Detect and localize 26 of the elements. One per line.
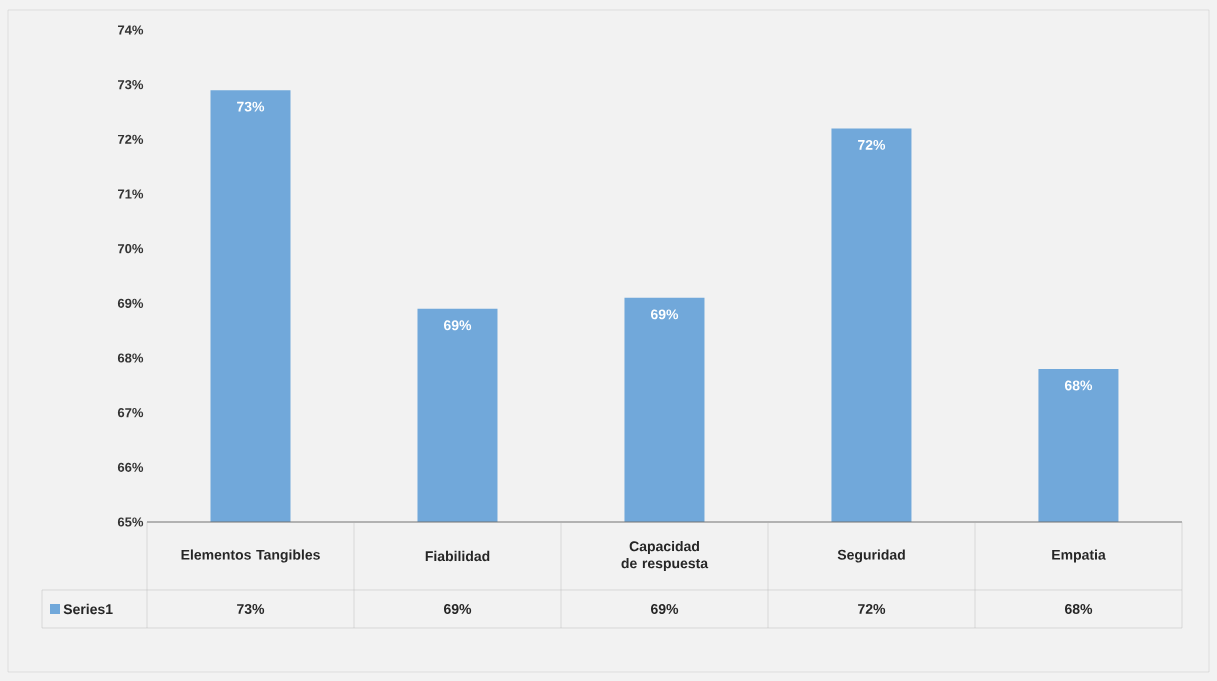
x-tick-label: Empatia [1052,549,1106,563]
y-tick-label: 74% [118,25,144,35]
y-tick-label: 73% [118,80,144,90]
data-label: 68% [1065,604,1093,614]
data-label: 69% [651,604,679,614]
legend-label: Series1 [63,603,113,615]
x-tick-label: Capacidad de respuesta [621,540,709,572]
x-tick-label: Seguridad [837,549,905,563]
text: 69% [650,309,679,320]
x-tick-label: Elementos Tangibles [181,549,320,563]
data-label: 69% [444,604,472,614]
y-tick-label: 68% [117,353,144,363]
text: 69% [443,320,472,331]
y-tick-label: 72% [118,134,144,144]
x-tick-label: Fiabilidad [425,550,490,562]
y-tick-label: 71% [118,189,144,199]
y-tick-label: 67% [117,408,144,418]
y-tick-label: 69% [117,298,144,308]
y-tick-label: 65% [117,517,144,527]
text: 72% [858,139,886,150]
y-tick-label: 66% [117,462,144,472]
y-tick-label: 70% [118,244,144,254]
text: 68% [1064,380,1093,391]
data-label: 73% [237,604,265,614]
data-label: 72% [858,604,886,614]
text: 73% [237,101,265,112]
